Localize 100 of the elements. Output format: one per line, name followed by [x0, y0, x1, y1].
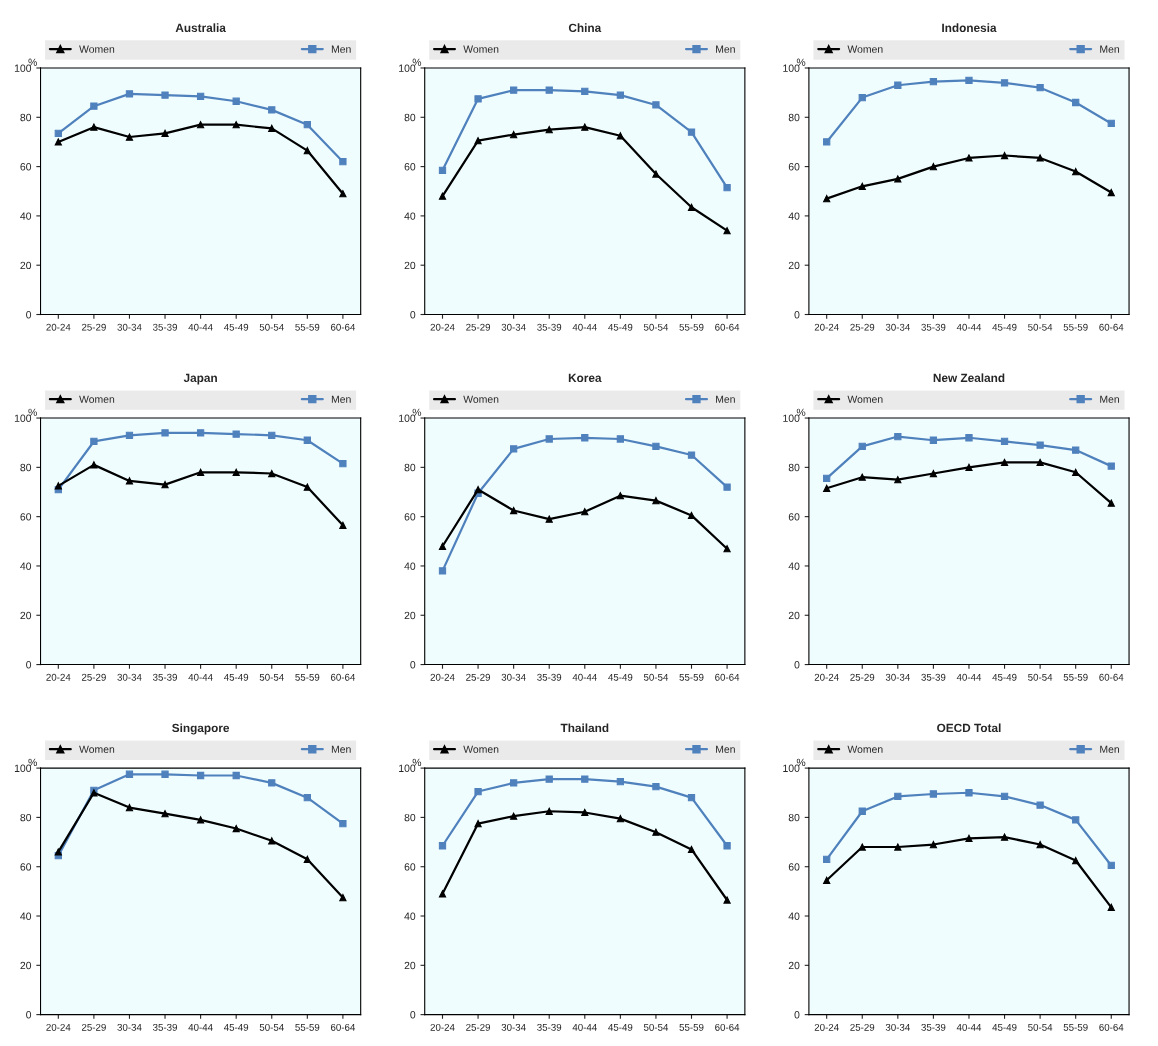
x-tick-label: 45-49: [992, 323, 1017, 331]
chart-title: Korea: [568, 373, 602, 383]
x-tick-label: 50-54: [259, 673, 284, 681]
y-tick-label: 40: [788, 912, 800, 920]
x-tick-label: 35-39: [921, 673, 946, 681]
y-tick-label: 60: [788, 513, 800, 521]
x-tick-label: 45-49: [223, 323, 249, 331]
chart-title: Australia: [175, 23, 226, 32]
x-tick-label: 25-29: [850, 1023, 875, 1031]
legend-label: Men: [331, 745, 351, 753]
y-tick-label: 80: [788, 113, 800, 122]
x-tick-label: 20-24: [430, 673, 455, 681]
x-tick-label: 40-44: [188, 673, 213, 681]
chart-title: Singapore: [172, 723, 230, 735]
y-tick-label: 80: [788, 813, 800, 822]
x-tick-label: 55-59: [1063, 323, 1088, 331]
y-tick-label: 20: [788, 961, 800, 970]
y-tick-label: 80: [788, 463, 800, 472]
y-tick-label: 100: [399, 414, 416, 422]
y-tick-label: 100: [14, 764, 32, 772]
y-axis-title: %: [412, 58, 422, 66]
x-tick-label: 35-39: [921, 323, 946, 331]
y-axis-title: %: [28, 758, 37, 766]
x-tick-label: 30-34: [501, 673, 526, 681]
x-tick-label: 25-29: [81, 673, 106, 681]
y-tick-label: 40: [788, 212, 800, 220]
x-tick-label: 30-34: [885, 323, 910, 331]
x-tick-label: 40-44: [956, 323, 982, 331]
y-tick-label: 100: [14, 64, 32, 72]
y-tick-label: 60: [404, 863, 416, 871]
legend-label: Women: [79, 745, 115, 753]
y-axis-title: %: [412, 758, 422, 766]
x-tick-label: 45-49: [608, 323, 633, 331]
legend-label: Men: [716, 745, 735, 753]
chart-title: China: [568, 23, 602, 32]
y-axis-title: %: [28, 408, 37, 416]
x-tick-label: 55-59: [295, 1023, 320, 1031]
y-tick-label: 20: [404, 961, 416, 970]
x-tick-label: 20-24: [46, 673, 71, 681]
y-axis-title: %: [796, 408, 806, 416]
y-tick-label: 0: [26, 661, 32, 669]
x-tick-label: 60-64: [715, 323, 740, 331]
legend-label: Men: [716, 395, 735, 403]
x-tick-label: 20-24: [814, 1023, 839, 1031]
legend-label: Men: [1100, 745, 1119, 753]
y-tick-label: 80: [20, 463, 32, 472]
x-tick-label: 20-24: [430, 1023, 455, 1031]
x-tick-label: 60-64: [330, 1023, 356, 1031]
x-tick-label: 30-34: [501, 323, 526, 331]
x-tick-label: 25-29: [466, 1023, 491, 1031]
legend-label: Women: [463, 45, 499, 53]
x-tick-label: 45-49: [608, 673, 633, 681]
chart-title: New Zealand: [933, 373, 1005, 383]
x-tick-label: 45-49: [608, 1023, 633, 1031]
x-tick-label: 60-64: [1099, 1023, 1124, 1031]
y-tick-label: 0: [26, 311, 32, 319]
x-tick-label: 50-54: [1028, 1023, 1053, 1031]
x-tick-label: 55-59: [1063, 1023, 1088, 1031]
x-tick-label: 40-44: [188, 323, 213, 331]
x-tick-label: 40-44: [956, 673, 982, 681]
x-tick-label: 55-59: [679, 673, 704, 681]
y-tick-label: 100: [783, 64, 800, 72]
y-axis-title: %: [412, 408, 422, 416]
x-tick-label: 45-49: [992, 673, 1017, 681]
legend-label: Women: [463, 395, 499, 403]
y-tick-label: 60: [788, 863, 800, 871]
legend-label: Women: [847, 745, 883, 753]
y-tick-label: 0: [410, 311, 416, 319]
x-tick-label: 40-44: [956, 1023, 982, 1031]
y-tick-label: 0: [26, 1011, 32, 1019]
x-tick-label: 30-34: [885, 1023, 910, 1031]
x-tick-label: 20-24: [430, 323, 455, 331]
legend-label: Men: [331, 45, 351, 53]
x-tick-label: 30-34: [117, 323, 142, 331]
legend-label: Men: [331, 395, 351, 403]
y-tick-label: 80: [20, 813, 32, 822]
x-tick-label: 45-49: [992, 1023, 1017, 1031]
y-tick-label: 20: [404, 611, 416, 620]
y-tick-label: 100: [783, 414, 800, 422]
x-tick-label: 40-44: [572, 673, 597, 681]
x-tick-label: 40-44: [572, 1023, 597, 1031]
x-tick-label: 60-64: [330, 673, 356, 681]
y-tick-label: 20: [404, 261, 416, 270]
x-tick-label: 60-64: [330, 323, 356, 331]
y-tick-label: 20: [20, 611, 32, 620]
y-axis-title: %: [28, 58, 37, 66]
y-tick-label: 80: [404, 463, 416, 472]
x-tick-label: 25-29: [466, 673, 491, 681]
y-tick-label: 40: [20, 212, 32, 220]
legend-label: Women: [847, 45, 883, 53]
y-tick-label: 100: [399, 64, 416, 72]
y-axis-title: %: [796, 758, 806, 766]
y-tick-label: 100: [14, 414, 32, 422]
chart-title: Thailand: [560, 723, 609, 733]
y-tick-label: 40: [20, 562, 32, 570]
x-tick-label: 55-59: [295, 323, 320, 331]
x-tick-label: 25-29: [81, 1023, 106, 1031]
x-tick-label: 20-24: [46, 323, 71, 331]
x-tick-label: 25-29: [466, 323, 491, 331]
y-tick-label: 60: [20, 163, 32, 171]
